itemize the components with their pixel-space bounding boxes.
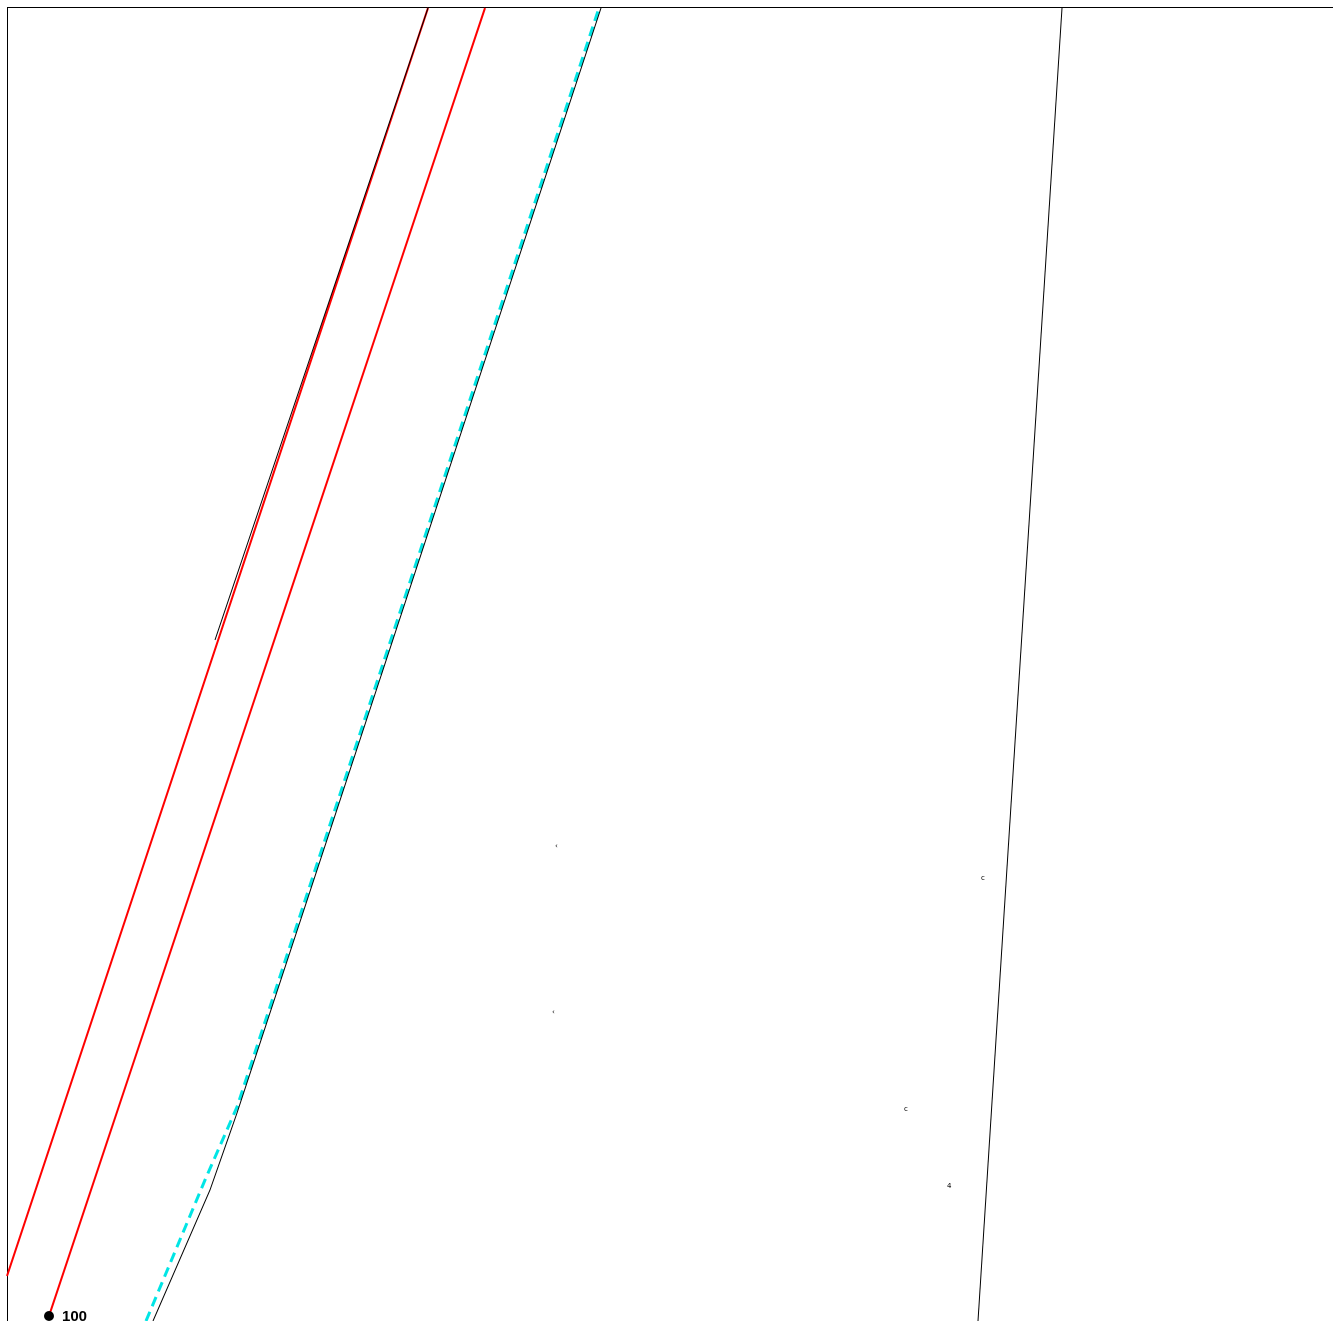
red-line-left[interactable] bbox=[6, 7, 429, 1277]
point-label: 100 bbox=[62, 1308, 87, 1321]
black-line-right[interactable] bbox=[977, 7, 1063, 1321]
red-line-right[interactable] bbox=[48, 7, 486, 1317]
tiny-mark-b: ‹ bbox=[552, 1008, 555, 1016]
tiny-mark-a: ‹ bbox=[555, 842, 558, 850]
tiny-mark-e: 4 bbox=[947, 1182, 952, 1190]
tiny-mark-d: c bbox=[904, 1105, 908, 1113]
black-line-along-cyan[interactable] bbox=[152, 7, 602, 1321]
map-frame bbox=[7, 7, 1333, 1321]
cyan-dashed-line[interactable] bbox=[144, 7, 601, 1321]
black-line-edge[interactable] bbox=[214, 7, 429, 641]
filled-circle-icon[interactable] bbox=[44, 1311, 54, 1321]
tiny-mark-c: c bbox=[981, 874, 985, 882]
